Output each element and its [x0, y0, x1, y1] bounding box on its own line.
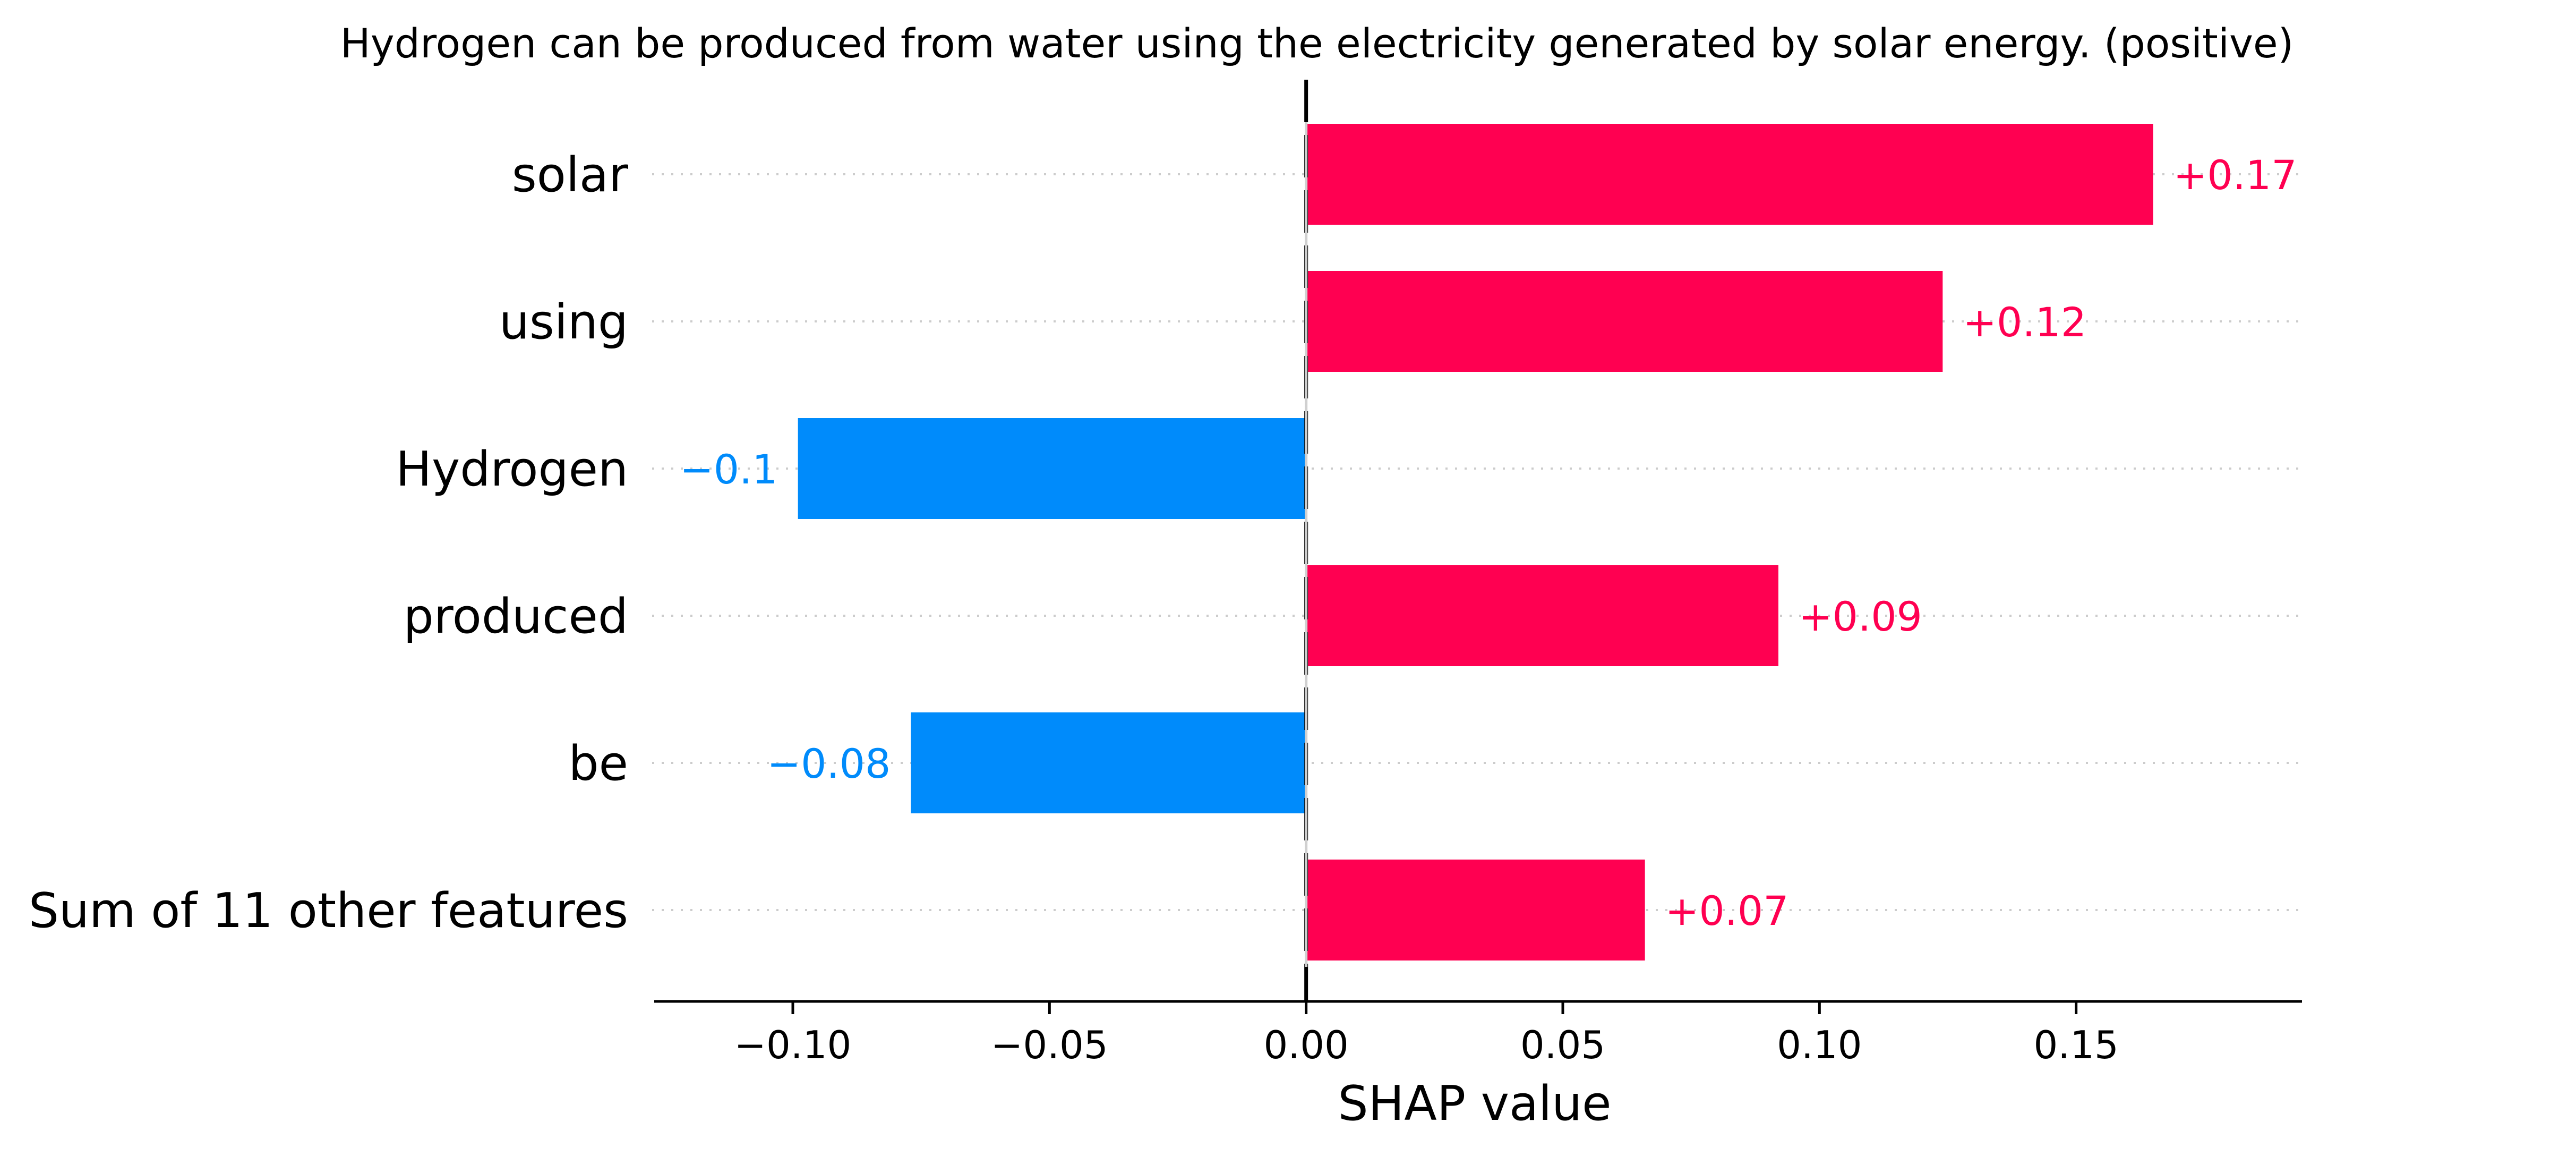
feature-label: using [499, 294, 628, 350]
x-tick-label: 0.00 [1264, 1023, 1349, 1067]
x-axis-label: SHAP value [1338, 1076, 1611, 1132]
value-label: −0.08 [767, 740, 891, 787]
chart-title: Hydrogen can be produced from water usin… [340, 20, 2294, 67]
feature-labels: solar using Hydrogen produced be Sum of 11 ot… [29, 147, 628, 939]
x-tick-label: −0.10 [734, 1023, 852, 1067]
value-label: +0.07 [1665, 887, 1789, 934]
value-label: +0.12 [1963, 299, 2086, 346]
x-tick-label: 0.05 [1520, 1023, 1605, 1067]
feature-label: Sum of 11 other features [29, 883, 628, 939]
value-labels: +0.17 +0.12 −0.1 +0.09 −0.08 +0.07 [680, 151, 2297, 934]
x-tick-label: −0.05 [991, 1023, 1108, 1067]
feature-label: be [569, 736, 629, 792]
x-tick-label: 0.10 [1777, 1023, 1862, 1067]
bar-sum-of-11-other-features [1306, 860, 1645, 960]
bar-solar [1306, 124, 2153, 225]
feature-label: produced [404, 589, 628, 644]
bars [798, 124, 2153, 960]
bar-using [1306, 271, 1943, 372]
x-tick-label: 0.15 [2034, 1023, 2119, 1067]
x-axis: −0.10 −0.05 0.00 0.05 0.10 0.15 [654, 1000, 2302, 1067]
feature-label: Hydrogen [396, 441, 628, 497]
value-label: −0.1 [680, 446, 778, 493]
bar-hydrogen [798, 418, 1306, 519]
bar-be [911, 712, 1306, 813]
bar-produced [1306, 565, 1778, 666]
feature-label: solar [512, 147, 628, 203]
value-label: +0.17 [2173, 151, 2297, 199]
value-label: +0.09 [1799, 593, 1922, 640]
